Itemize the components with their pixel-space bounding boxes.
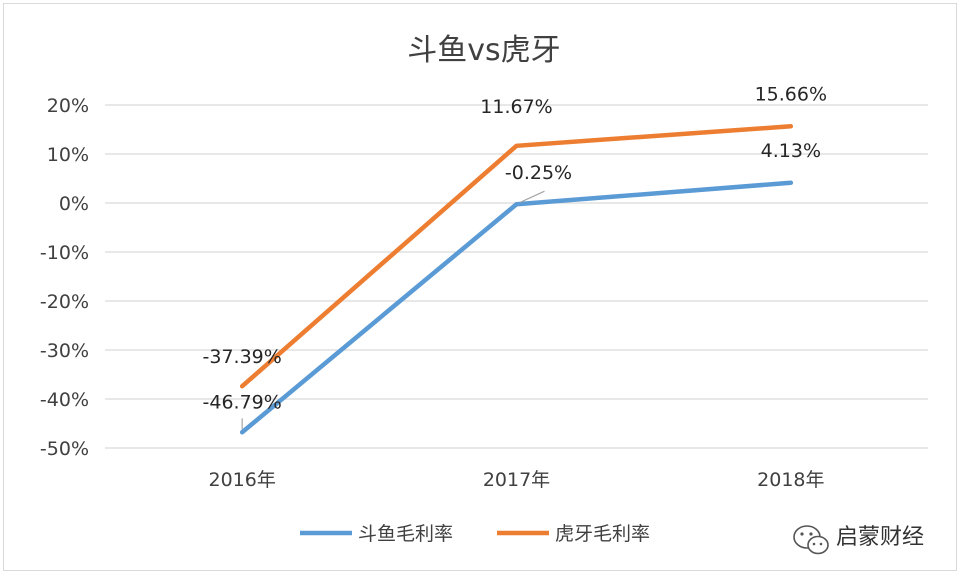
data-label: 4.13% [761,140,821,162]
data-label: -0.25% [505,162,572,184]
watermark: 启蒙财经 [793,525,924,555]
y-tick-label: 10% [47,144,89,166]
data-labels: -46.79% -0.25% 4.13% -37.39% 11.67% 15.66% [203,83,827,430]
y-tick-label: -10% [40,242,89,264]
y-tick-label: -50% [40,438,89,460]
x-tick-label: 2017年 [483,469,550,491]
y-axis-ticks: 20% 10% 0% -10% -20% -30% -40% -50% [40,95,89,460]
data-label: -46.79% [203,391,282,413]
data-label: -37.39% [203,346,282,368]
chart-title: 斗鱼vs虎牙 [407,33,560,68]
grid [105,104,928,449]
data-label: 11.67% [480,96,552,118]
legend-label: 斗鱼毛利率 [358,523,453,545]
chart-frame [3,3,957,571]
y-tick-label: -30% [40,340,89,362]
y-tick-label: -20% [40,291,89,313]
x-tick-label: 2016年 [208,469,275,491]
x-tick-label: 2018年 [757,469,824,491]
y-tick-label: 20% [47,95,89,117]
data-label: 15.66% [755,83,827,105]
y-tick-label: 0% [59,193,89,215]
series-line-huya [239,124,794,389]
legend: 斗鱼毛利率 虎牙毛利率 [300,523,650,545]
series-line-douyu [239,180,794,435]
leader-line [520,190,545,203]
watermark-text: 启蒙财经 [836,525,924,550]
legend-label: 虎牙毛利率 [555,523,650,545]
y-tick-label: -40% [40,389,89,411]
wechat-icon [793,525,829,555]
x-axis-ticks: 2016年 2017年 2018年 [208,469,824,491]
series [239,124,794,435]
